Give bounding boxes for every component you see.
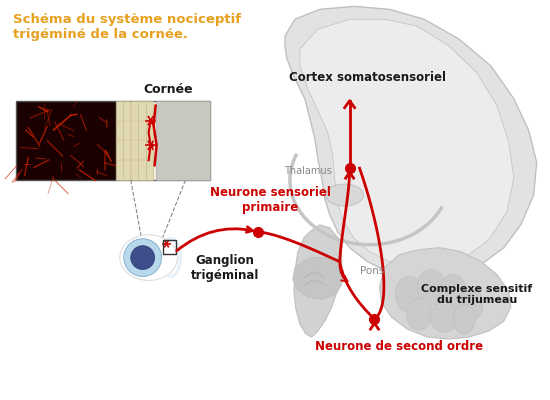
Ellipse shape	[120, 235, 178, 280]
Text: Cornée: Cornée	[143, 83, 193, 96]
Bar	[163, 240, 177, 254]
Text: Pons: Pons	[360, 266, 384, 276]
Bar	[139, 101, 146, 180]
Polygon shape	[293, 258, 344, 299]
Circle shape	[124, 239, 162, 276]
Text: Schéma du système nociceptif
trigéminé de la cornée.: Schéma du système nociceptif trigéminé d…	[13, 13, 241, 41]
Ellipse shape	[459, 288, 483, 320]
Ellipse shape	[453, 304, 475, 334]
Ellipse shape	[430, 302, 458, 332]
Text: Complexe sensitif
du trijumeau: Complexe sensitif du trijumeau	[421, 284, 532, 305]
Bar	[131, 101, 138, 180]
Text: Neurone de second ordre: Neurone de second ordre	[315, 340, 483, 354]
Bar	[116, 101, 123, 180]
Text: Ganglion
trigéminal: Ganglion trigéminal	[191, 254, 260, 282]
Bar	[116, 101, 210, 180]
Bar	[123, 101, 130, 180]
Bar	[156, 101, 210, 180]
Polygon shape	[379, 248, 511, 339]
Ellipse shape	[326, 184, 364, 206]
Text: Thalamus: Thalamus	[284, 166, 332, 176]
Polygon shape	[294, 225, 342, 337]
Polygon shape	[300, 19, 514, 268]
Ellipse shape	[417, 270, 445, 305]
Ellipse shape	[440, 274, 466, 308]
Ellipse shape	[395, 276, 424, 312]
Circle shape	[131, 246, 155, 270]
Ellipse shape	[406, 298, 432, 330]
Text: Cortex somatosensoriel: Cortex somatosensoriel	[289, 71, 446, 84]
Text: Neurone sensoriel
primaire: Neurone sensoriel primaire	[210, 186, 331, 214]
Bar	[146, 101, 153, 180]
Polygon shape	[285, 6, 537, 280]
Bar	[16, 101, 116, 180]
